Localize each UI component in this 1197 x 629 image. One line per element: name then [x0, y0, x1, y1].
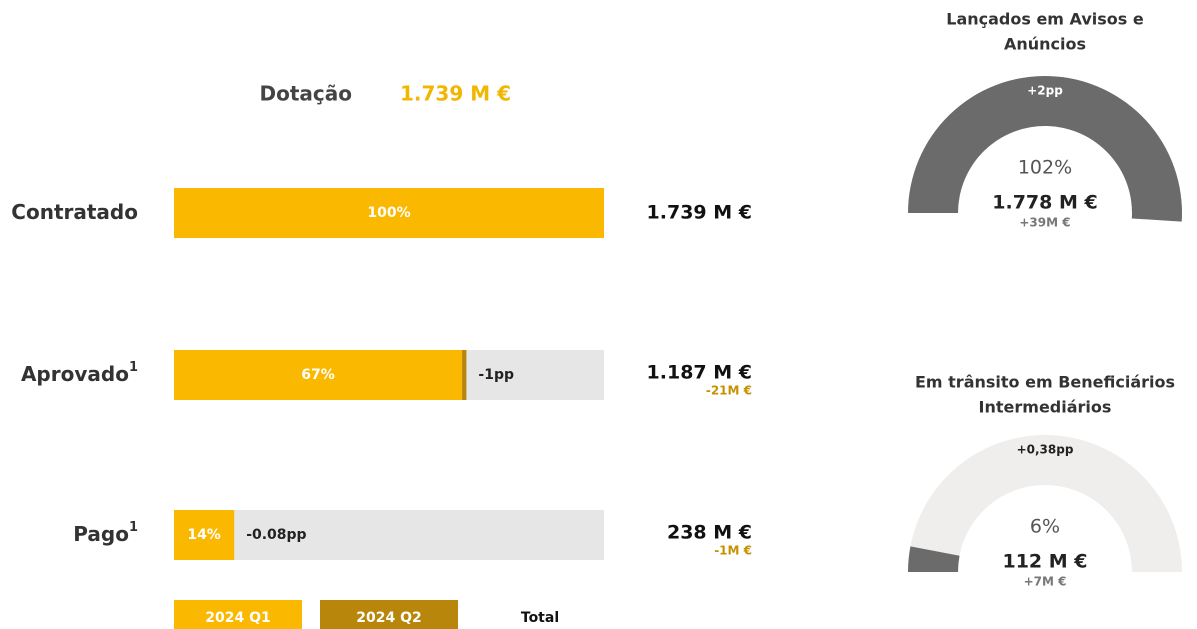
row-label-text: Aprovado — [21, 362, 129, 386]
legend-swatch — [174, 600, 302, 629]
gauge-title: Lançados em Avisos e — [946, 10, 1144, 29]
bar-q1 — [174, 350, 463, 400]
bar-q2 — [462, 350, 467, 400]
bar-background — [174, 510, 604, 560]
row-total: 1.739 M € — [647, 202, 752, 224]
bar-q1 — [174, 510, 235, 560]
bar-label: 14% — [187, 527, 221, 543]
gauge-delta: +7M € — [1024, 575, 1067, 589]
gauge-change: +0,38pp — [1017, 443, 1074, 457]
gauge-amount: 112 M € — [1002, 551, 1087, 573]
row-total: 238 M € — [667, 522, 752, 544]
bar-change: -0.08pp — [246, 527, 306, 543]
row-label: Pago1 — [73, 520, 138, 546]
row-label-text: Contratado — [11, 200, 138, 224]
gauge-change: +2pp — [1027, 84, 1063, 98]
row-label: Aprovado1 — [21, 360, 138, 386]
gauge-fill — [908, 76, 1182, 222]
bar-q1 — [174, 188, 604, 238]
legend-label: 2024 Q1 — [205, 610, 270, 626]
gauge-title: Em trânsito em Beneficiários — [915, 373, 1175, 392]
dotacao-value: 1.739 M € — [400, 82, 511, 106]
bar-label: 100% — [367, 205, 410, 221]
legend-swatch — [320, 600, 458, 629]
row-total: 1.187 M € — [647, 362, 752, 384]
legend-label: Total — [521, 610, 559, 626]
dotacao-label: Dotação — [260, 82, 353, 106]
row-label: Contratado — [11, 200, 138, 224]
bar-label: 67% — [301, 367, 335, 383]
row-label-text: Pago — [73, 522, 129, 546]
legend-label: 2024 Q2 — [356, 610, 421, 626]
row-note: 1 — [129, 360, 138, 375]
gauge-title: Intermediários — [979, 398, 1112, 417]
row-delta: -21M € — [706, 384, 752, 398]
gauge-amount: 1.778 M € — [992, 192, 1097, 214]
gauge-delta: +39M € — [1019, 216, 1070, 230]
gauge-track — [908, 435, 1182, 572]
row-note: 1 — [129, 520, 138, 535]
gauge-title: Anúncios — [1004, 35, 1086, 54]
gauge-fill — [908, 546, 960, 572]
row-delta: -1M € — [714, 544, 752, 558]
gauge-percent: 102% — [1018, 157, 1072, 179]
bar-change: -1pp — [478, 367, 514, 383]
gauge-percent: 6% — [1030, 516, 1060, 538]
